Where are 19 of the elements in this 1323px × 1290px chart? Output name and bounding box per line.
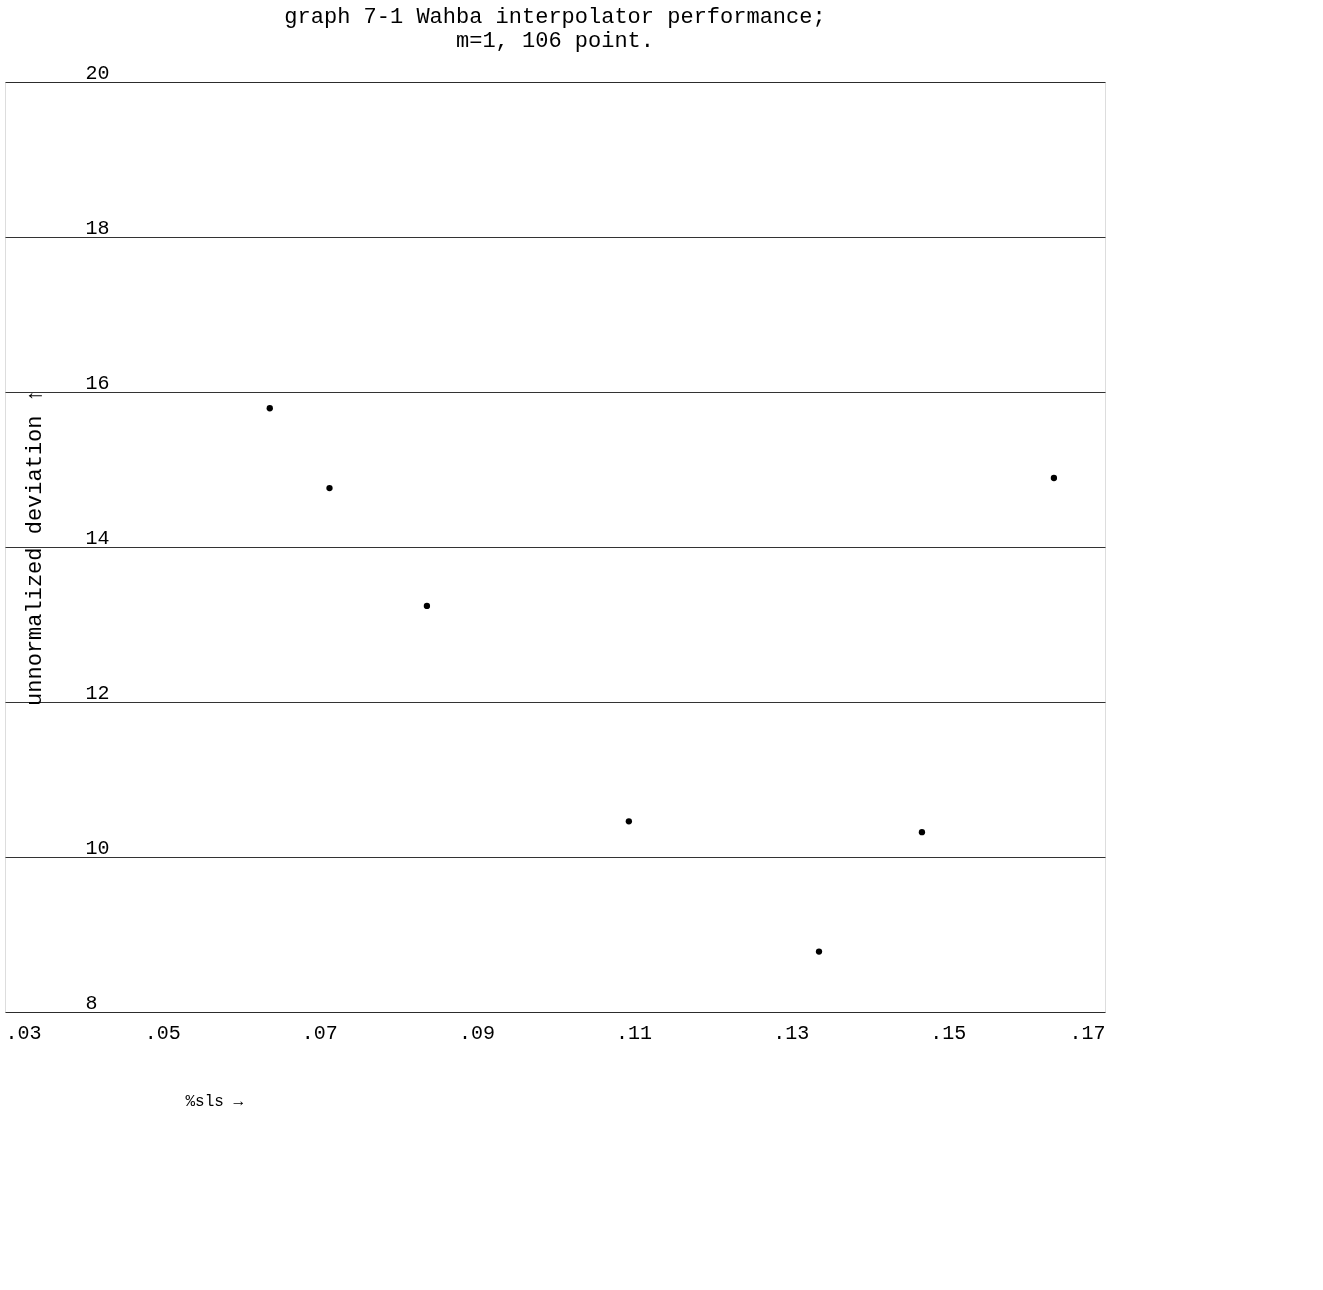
y-tick-label: 14 xyxy=(85,526,110,550)
x-tick-label: .17 xyxy=(1069,1021,1106,1045)
x-tick-label: .11 xyxy=(616,1021,653,1045)
text: m=1, 106 point. xyxy=(455,29,655,54)
y-tick-label: 20 xyxy=(85,61,110,85)
x-tick-label: .09 xyxy=(458,1021,495,1045)
x-axis-title: %sls → xyxy=(185,1092,244,1111)
text: graph 7-1 Wahba interpolator performance; xyxy=(284,5,826,30)
y-tick-label: 8 xyxy=(85,991,98,1015)
y-axis-title: unnormalized deviation ↑ xyxy=(22,389,48,706)
y-tick-label: 12 xyxy=(85,681,110,705)
y-tick-label: 18 xyxy=(85,216,110,240)
x-tick-label: .05 xyxy=(144,1021,181,1045)
x-tick-label: .07 xyxy=(301,1021,338,1045)
y-tick-label: 10 xyxy=(85,836,110,860)
x-tick-label: .13 xyxy=(773,1021,810,1045)
y-tick-label: 16 xyxy=(85,371,110,395)
x-tick-label: .03 xyxy=(5,1021,42,1045)
x-tick-label: .15 xyxy=(930,1021,967,1045)
